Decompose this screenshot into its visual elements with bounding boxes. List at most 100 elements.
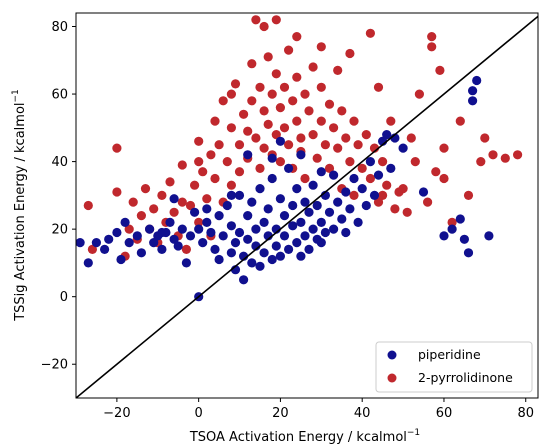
data-point: [271, 69, 281, 79]
data-point: [316, 116, 326, 126]
data-point: [386, 116, 396, 126]
data-point: [234, 140, 245, 150]
data-point: [423, 197, 433, 207]
data-point: [243, 126, 253, 136]
data-point: [83, 200, 93, 211]
data-point: [104, 234, 114, 244]
data-point: [439, 231, 449, 241]
data-point: [431, 167, 441, 177]
data-point: [267, 153, 277, 163]
data-point: [177, 224, 187, 234]
data-point: [329, 224, 339, 234]
data-point: [373, 197, 384, 207]
data-point: [247, 59, 257, 69]
points-layer: [76, 15, 523, 302]
data-point: [333, 143, 343, 153]
legend-marker-2-pyrrolidinone: [387, 373, 397, 383]
data-point: [296, 217, 306, 227]
data-point: [292, 72, 302, 82]
data-point: [87, 244, 97, 254]
data-point: [76, 238, 85, 248]
data-point: [169, 207, 179, 217]
data-point: [369, 190, 380, 200]
data-point: [263, 119, 273, 129]
data-point: [251, 133, 261, 143]
data-point: [112, 187, 122, 197]
data-point: [463, 248, 474, 258]
data-point: [329, 123, 339, 133]
data-point: [296, 133, 306, 143]
data-point: [259, 21, 269, 32]
data-point: [132, 231, 142, 241]
data-point: [157, 227, 167, 238]
data-point: [255, 82, 265, 92]
data-point: [239, 109, 249, 119]
data-point: [275, 136, 285, 146]
data-point: [284, 244, 294, 254]
data-point: [513, 150, 523, 160]
data-point: [308, 180, 318, 190]
data-point: [455, 214, 465, 224]
data-point: [341, 187, 351, 197]
data-point: [271, 15, 281, 25]
data-point: [214, 254, 224, 265]
data-point: [190, 207, 200, 217]
data-point: [414, 89, 424, 99]
data-point: [210, 173, 220, 184]
data-point: [128, 197, 138, 207]
data-point: [353, 140, 363, 150]
data-point: [226, 248, 236, 258]
data-point: [255, 184, 265, 194]
data-point: [394, 187, 404, 197]
data-point: [112, 227, 122, 238]
data-point: [333, 65, 343, 75]
data-point: [279, 211, 290, 221]
data-point: [255, 261, 265, 271]
x-tick-label: 20: [272, 406, 289, 421]
data-point: [247, 258, 257, 268]
data-point: [288, 221, 298, 231]
data-point: [308, 62, 318, 72]
data-point: [382, 130, 392, 140]
data-point: [206, 227, 216, 238]
data-point: [484, 231, 494, 241]
data-point: [259, 143, 269, 153]
data-point: [218, 231, 228, 241]
data-point: [210, 244, 220, 254]
data-point: [365, 173, 375, 184]
data-point: [341, 227, 351, 238]
plot-frame: [75, 12, 539, 399]
data-point: [226, 190, 236, 200]
data-point: [316, 42, 326, 52]
data-point: [468, 96, 478, 106]
data-point: [345, 204, 355, 214]
data-point: [267, 89, 277, 99]
data-point: [329, 170, 339, 180]
data-point: [267, 173, 277, 184]
data-point: [320, 227, 330, 238]
data-point: [275, 251, 285, 261]
data-point: [324, 163, 335, 173]
data-point: [418, 187, 429, 197]
data-point: [292, 238, 302, 248]
data-point: [239, 275, 249, 285]
data-point: [100, 244, 110, 254]
data-point: [279, 82, 290, 92]
data-point: [284, 163, 294, 173]
data-point: [279, 123, 290, 133]
data-point: [292, 31, 302, 42]
data-point: [324, 207, 335, 217]
data-point: [382, 180, 392, 190]
data-point: [427, 31, 437, 42]
data-point: [210, 116, 220, 126]
data-point: [308, 130, 318, 140]
data-point: [177, 160, 187, 170]
data-point: [320, 140, 330, 150]
data-point: [337, 106, 347, 116]
data-point: [480, 133, 490, 143]
data-point: [145, 224, 155, 234]
data-point: [222, 200, 232, 211]
x-tick-label: 80: [517, 406, 534, 421]
data-point: [439, 173, 449, 184]
data-point: [165, 217, 175, 227]
